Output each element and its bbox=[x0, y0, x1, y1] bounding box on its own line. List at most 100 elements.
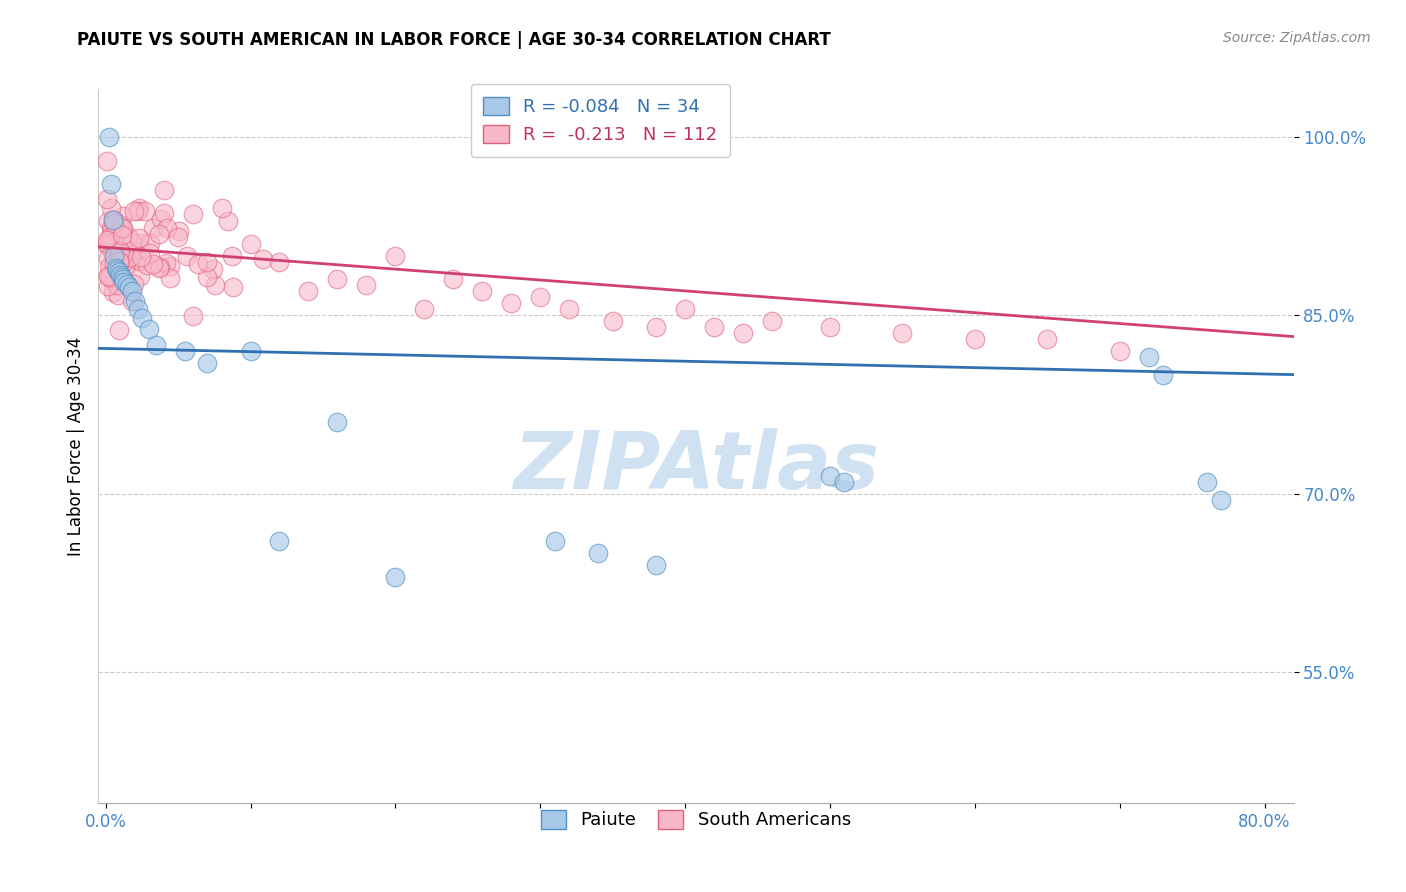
Point bbox=[111, 227, 134, 242]
Point bbox=[136, 258, 159, 272]
Point bbox=[384, 249, 406, 263]
Point bbox=[384, 570, 406, 584]
Point bbox=[101, 274, 124, 288]
Point bbox=[818, 468, 841, 483]
Point bbox=[97, 251, 120, 265]
Point bbox=[107, 250, 129, 264]
Point bbox=[156, 221, 179, 235]
Point bbox=[128, 201, 150, 215]
Point bbox=[108, 254, 131, 268]
Point bbox=[891, 326, 914, 340]
Point bbox=[149, 260, 172, 274]
Point bbox=[97, 214, 120, 228]
Point bbox=[204, 277, 226, 292]
Legend: Paiute, South Americans: Paiute, South Americans bbox=[534, 803, 858, 837]
Point bbox=[100, 178, 122, 192]
Point bbox=[181, 207, 204, 221]
Point bbox=[326, 415, 349, 429]
Point bbox=[195, 254, 218, 268]
Point bbox=[252, 252, 274, 266]
Point bbox=[211, 201, 233, 215]
Point bbox=[269, 254, 291, 268]
Point bbox=[221, 279, 243, 293]
Point bbox=[107, 268, 129, 282]
Point bbox=[115, 260, 138, 275]
Point bbox=[121, 294, 143, 309]
Point bbox=[111, 209, 134, 223]
Y-axis label: In Labor Force | Age 30-34: In Labor Force | Age 30-34 bbox=[66, 336, 84, 556]
Point bbox=[187, 257, 209, 271]
Point bbox=[1195, 475, 1218, 489]
Point bbox=[101, 223, 124, 237]
Point bbox=[645, 558, 668, 572]
Point bbox=[818, 320, 841, 334]
Point bbox=[107, 217, 129, 231]
Text: PAIUTE VS SOUTH AMERICAN IN LABOR FORCE | AGE 30-34 CORRELATION CHART: PAIUTE VS SOUTH AMERICAN IN LABOR FORCE … bbox=[77, 31, 831, 49]
Point bbox=[356, 278, 378, 293]
Point bbox=[159, 270, 181, 285]
Point bbox=[834, 475, 856, 489]
Text: Source: ZipAtlas.com: Source: ZipAtlas.com bbox=[1223, 31, 1371, 45]
Point bbox=[103, 249, 125, 263]
Point bbox=[96, 233, 118, 247]
Point bbox=[96, 153, 118, 168]
Point bbox=[105, 271, 128, 285]
Point bbox=[96, 192, 118, 206]
Point bbox=[112, 221, 135, 235]
Point bbox=[108, 323, 131, 337]
Point bbox=[128, 236, 150, 251]
Point bbox=[112, 272, 135, 286]
Point bbox=[97, 269, 120, 284]
Point bbox=[101, 273, 124, 287]
Point bbox=[221, 249, 243, 263]
Point bbox=[138, 322, 160, 336]
Point bbox=[544, 534, 567, 549]
Point bbox=[558, 302, 581, 317]
Point bbox=[131, 310, 153, 325]
Point bbox=[120, 250, 142, 264]
Point bbox=[501, 296, 523, 310]
Point bbox=[121, 285, 143, 299]
Point bbox=[326, 272, 349, 286]
Point bbox=[100, 221, 122, 235]
Point bbox=[239, 343, 262, 358]
Point bbox=[124, 277, 146, 291]
Point bbox=[167, 225, 190, 239]
Point bbox=[148, 227, 170, 242]
Point bbox=[117, 229, 139, 244]
Point bbox=[152, 183, 174, 197]
Point bbox=[110, 255, 132, 269]
Point bbox=[703, 320, 725, 334]
Point bbox=[441, 272, 464, 286]
Point bbox=[122, 203, 145, 218]
Point bbox=[963, 332, 986, 346]
Point bbox=[129, 250, 152, 264]
Point bbox=[645, 320, 668, 334]
Point bbox=[115, 252, 138, 267]
Point bbox=[761, 314, 783, 328]
Point bbox=[111, 221, 134, 235]
Point bbox=[142, 257, 165, 271]
Point bbox=[103, 245, 125, 260]
Point bbox=[108, 268, 131, 282]
Point bbox=[217, 214, 239, 228]
Point bbox=[148, 261, 170, 276]
Point bbox=[586, 546, 609, 560]
Point bbox=[118, 279, 141, 293]
Point bbox=[1108, 343, 1130, 358]
Point bbox=[98, 260, 121, 274]
Point bbox=[121, 244, 143, 259]
Point bbox=[103, 216, 125, 230]
Point bbox=[110, 270, 132, 285]
Point bbox=[105, 263, 128, 277]
Point bbox=[128, 231, 150, 245]
Point bbox=[239, 236, 262, 251]
Point bbox=[114, 275, 136, 289]
Point bbox=[1152, 368, 1174, 382]
Point bbox=[97, 129, 120, 144]
Point bbox=[101, 245, 124, 260]
Point bbox=[673, 302, 696, 317]
Point bbox=[602, 314, 624, 328]
Point bbox=[105, 277, 128, 292]
Point bbox=[145, 338, 167, 352]
